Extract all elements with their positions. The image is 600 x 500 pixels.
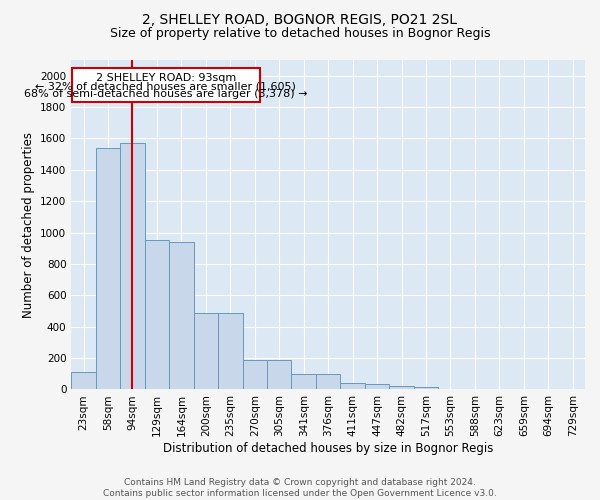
- Bar: [365, 384, 389, 390]
- Bar: [194, 312, 218, 390]
- Bar: [218, 312, 242, 390]
- X-axis label: Distribution of detached houses by size in Bognor Regis: Distribution of detached houses by size …: [163, 442, 493, 455]
- Bar: [438, 388, 463, 390]
- Bar: [414, 386, 438, 390]
- Bar: [169, 242, 194, 390]
- Text: ← 32% of detached houses are smaller (1,605): ← 32% of detached houses are smaller (1,…: [35, 82, 296, 92]
- Text: 2 SHELLEY ROAD: 93sqm: 2 SHELLEY ROAD: 93sqm: [95, 73, 236, 83]
- Bar: [242, 360, 267, 390]
- Text: 2, SHELLEY ROAD, BOGNOR REGIS, PO21 2SL: 2, SHELLEY ROAD, BOGNOR REGIS, PO21 2SL: [143, 12, 458, 26]
- Bar: [96, 148, 120, 390]
- FancyBboxPatch shape: [72, 68, 260, 102]
- Bar: [71, 372, 96, 390]
- Bar: [145, 240, 169, 390]
- Text: 68% of semi-detached houses are larger (3,378) →: 68% of semi-detached houses are larger (…: [24, 88, 307, 99]
- Text: Size of property relative to detached houses in Bognor Regis: Size of property relative to detached ho…: [110, 28, 490, 40]
- Y-axis label: Number of detached properties: Number of detached properties: [22, 132, 35, 318]
- Bar: [316, 374, 340, 390]
- Text: Contains HM Land Registry data © Crown copyright and database right 2024.
Contai: Contains HM Land Registry data © Crown c…: [103, 478, 497, 498]
- Bar: [389, 386, 414, 390]
- Bar: [340, 384, 365, 390]
- Bar: [267, 360, 292, 390]
- Bar: [292, 374, 316, 390]
- Bar: [120, 143, 145, 390]
